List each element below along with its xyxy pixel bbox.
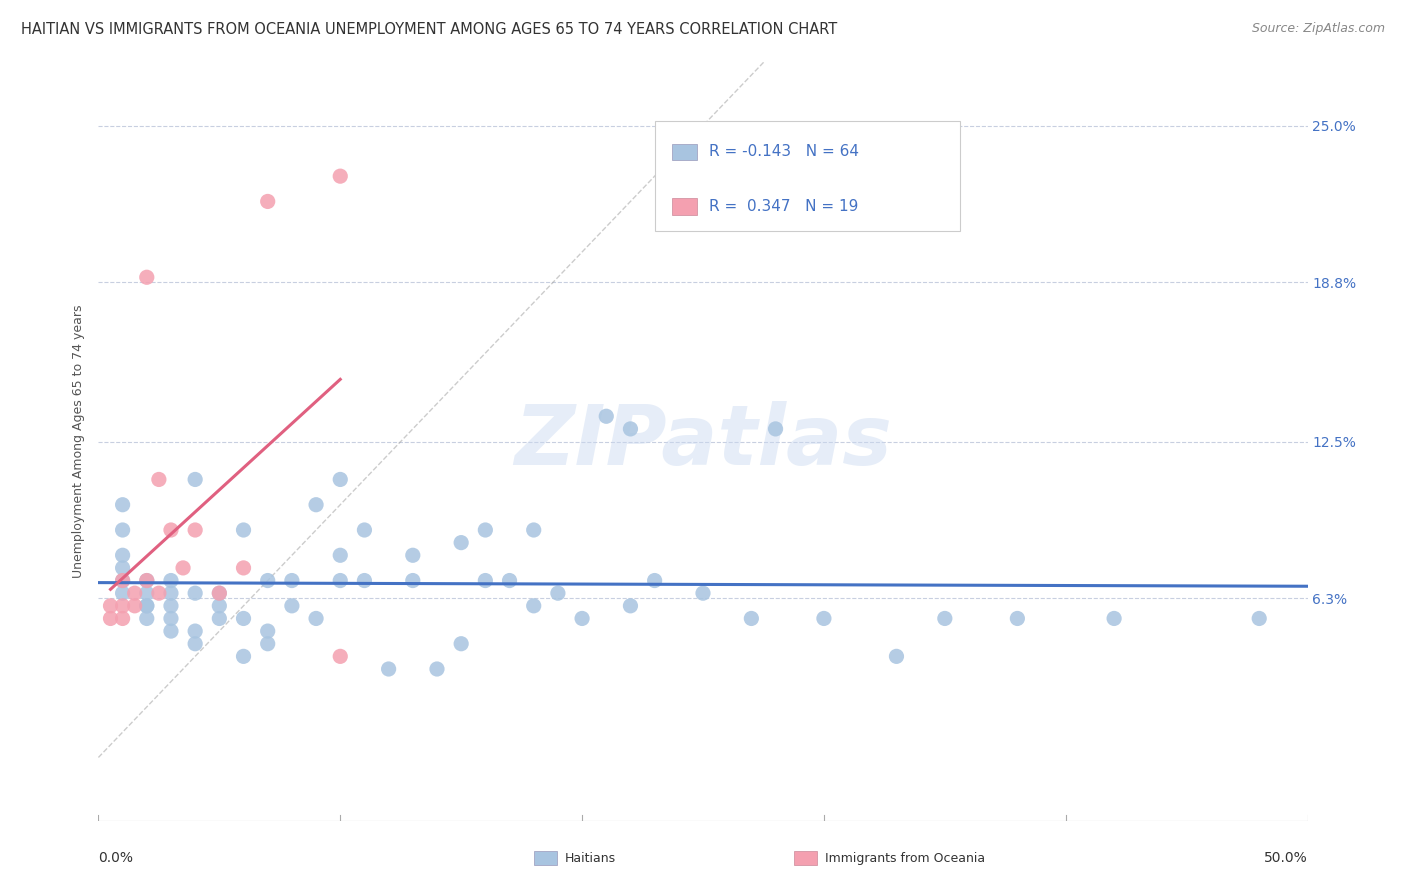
Text: 0.0%: 0.0% — [98, 851, 134, 865]
Point — [256, 574, 278, 588]
Point — [329, 548, 352, 563]
Point — [934, 611, 956, 625]
Point — [100, 599, 122, 613]
Point — [135, 586, 157, 600]
Point — [232, 561, 254, 575]
Point — [232, 649, 254, 664]
Point — [619, 599, 641, 613]
Point — [135, 270, 157, 285]
Point — [184, 586, 207, 600]
Point — [172, 561, 194, 575]
Point — [692, 586, 714, 600]
Point — [160, 624, 183, 639]
Point — [100, 611, 122, 625]
Point — [353, 523, 375, 537]
Point — [281, 574, 304, 588]
Point — [184, 523, 207, 537]
Point — [740, 611, 762, 625]
Point — [111, 586, 134, 600]
Point — [135, 574, 157, 588]
Point — [160, 523, 183, 537]
Point — [1007, 611, 1029, 625]
Point — [547, 586, 569, 600]
Point — [148, 586, 170, 600]
Point — [498, 574, 520, 588]
Point — [111, 599, 134, 613]
Point — [135, 599, 157, 613]
Point — [208, 611, 231, 625]
Text: Haitians: Haitians — [565, 852, 616, 864]
Point — [402, 548, 425, 563]
Text: ZIPatlas: ZIPatlas — [515, 401, 891, 482]
Point — [256, 194, 278, 209]
Point — [765, 422, 787, 436]
Point — [184, 624, 207, 639]
Point — [124, 599, 146, 613]
Point — [111, 574, 134, 588]
Point — [450, 535, 472, 549]
Point — [256, 637, 278, 651]
Point — [111, 523, 134, 537]
Point — [329, 649, 352, 664]
Text: Source: ZipAtlas.com: Source: ZipAtlas.com — [1251, 22, 1385, 36]
Point — [135, 574, 157, 588]
Point — [148, 473, 170, 487]
Text: R =  0.347   N = 19: R = 0.347 N = 19 — [709, 199, 858, 214]
Point — [813, 611, 835, 625]
Point — [474, 523, 496, 537]
Point — [184, 637, 207, 651]
Point — [184, 473, 207, 487]
Point — [111, 574, 134, 588]
Point — [571, 611, 593, 625]
Point — [256, 624, 278, 639]
Point — [402, 574, 425, 588]
Point — [474, 574, 496, 588]
Point — [111, 561, 134, 575]
Point — [353, 574, 375, 588]
Point — [329, 574, 352, 588]
Y-axis label: Unemployment Among Ages 65 to 74 years: Unemployment Among Ages 65 to 74 years — [72, 305, 86, 578]
Point — [281, 599, 304, 613]
Text: 50.0%: 50.0% — [1264, 851, 1308, 865]
Point — [523, 523, 546, 537]
Point — [1249, 611, 1271, 625]
Point — [305, 611, 328, 625]
Point — [160, 586, 183, 600]
Point — [329, 169, 352, 184]
Point — [111, 498, 134, 512]
Point — [160, 611, 183, 625]
Point — [619, 422, 641, 436]
Point — [523, 599, 546, 613]
Point — [208, 586, 231, 600]
Text: HAITIAN VS IMMIGRANTS FROM OCEANIA UNEMPLOYMENT AMONG AGES 65 TO 74 YEARS CORREL: HAITIAN VS IMMIGRANTS FROM OCEANIA UNEMP… — [21, 22, 838, 37]
Point — [232, 523, 254, 537]
Point — [886, 649, 908, 664]
Point — [160, 574, 183, 588]
Point — [426, 662, 449, 676]
Point — [595, 409, 617, 424]
Point — [305, 498, 328, 512]
Point — [135, 599, 157, 613]
Point — [208, 586, 231, 600]
Point — [135, 611, 157, 625]
Point — [160, 599, 183, 613]
Point — [377, 662, 399, 676]
Point — [124, 586, 146, 600]
Point — [111, 548, 134, 563]
Point — [232, 611, 254, 625]
Text: Immigrants from Oceania: Immigrants from Oceania — [825, 852, 986, 864]
Point — [450, 637, 472, 651]
Point — [208, 599, 231, 613]
Point — [329, 473, 352, 487]
Point — [644, 574, 666, 588]
Text: R = -0.143   N = 64: R = -0.143 N = 64 — [709, 144, 859, 159]
Point — [111, 611, 134, 625]
Point — [1102, 611, 1125, 625]
